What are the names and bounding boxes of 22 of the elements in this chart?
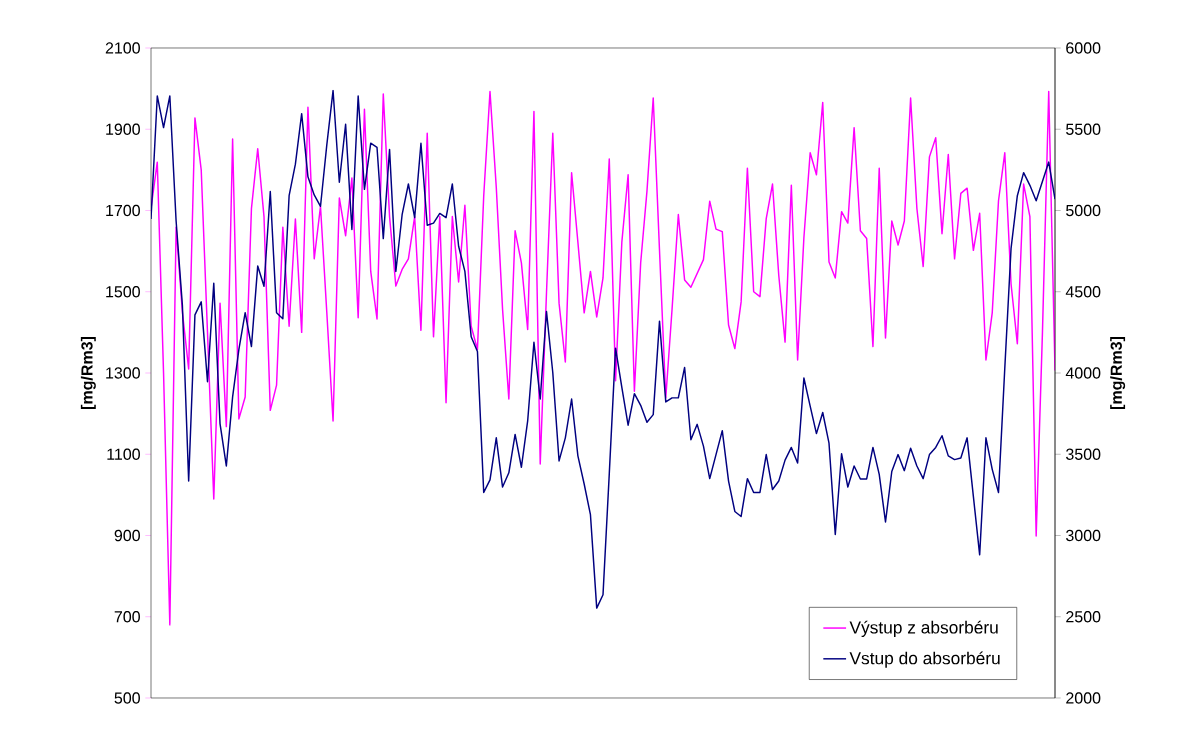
y2-tick-label: 3000 [1066, 529, 1101, 542]
y2-axis-title: [mg/Rm3] [1110, 337, 1126, 409]
y-axis-title: [mg/Rm3] [80, 337, 96, 409]
y-tick-label: 500 [114, 692, 140, 704]
y-tick-label: 1900 [106, 123, 140, 135]
y2-tick-label: 5500 [1066, 123, 1101, 135]
y-tick-label: 1700 [106, 204, 140, 217]
y-tick-label: 1100 [107, 448, 140, 460]
legend-label: Výstup z absorbéru [849, 620, 998, 638]
y-tick-label: 700 [114, 611, 140, 623]
y-tick-label: 1300 [106, 367, 140, 379]
y-tick-label: 900 [114, 529, 140, 542]
y2-tick-label: 3500 [1066, 448, 1101, 460]
y-tick-label: 2100 [105, 42, 140, 54]
y2-tick-label: 2500 [1066, 611, 1101, 623]
y2-tick-label: 6000 [1066, 42, 1101, 54]
legend-label: Vstup do absorbéru [849, 651, 1000, 668]
y2-tick-label: 5000 [1066, 204, 1101, 217]
y2-tick-label: 4500 [1065, 286, 1101, 298]
y-tick-label: 1500 [106, 286, 140, 298]
y2-tick-label: 4000 [1065, 367, 1101, 379]
y2-tick-label: 2000 [1066, 692, 1101, 704]
